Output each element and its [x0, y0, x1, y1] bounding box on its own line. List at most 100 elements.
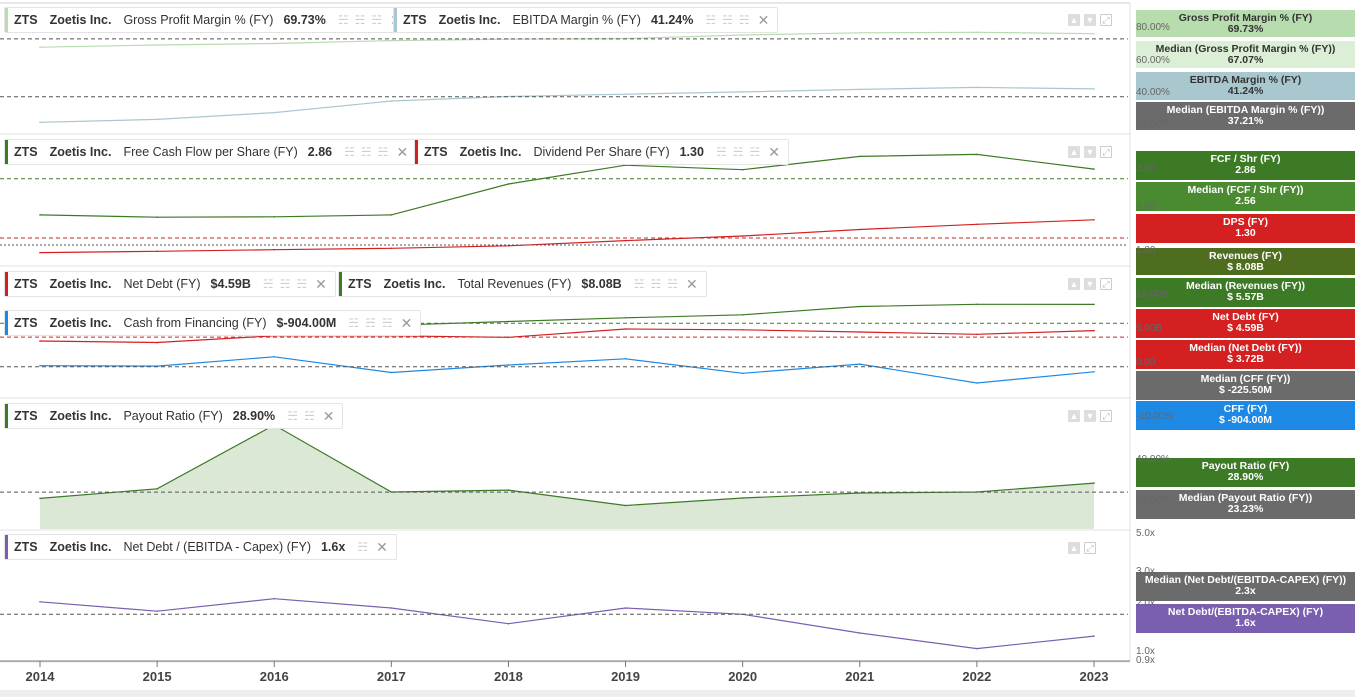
layers-icon[interactable]: ☵ — [344, 145, 355, 159]
layers-icon[interactable]: ☵ — [357, 540, 369, 554]
legend-payout[interactable]: ZTS Zoetis Inc. Payout Ratio (FY) 28.90% ☵ ☵ ✕ — [4, 403, 344, 429]
legend-nd-ebitda-capex[interactable]: ZTS Zoetis Inc. Net Debt / (EBITDA - Capex… — [4, 534, 397, 560]
layers-icon[interactable]: ☵ — [749, 145, 761, 159]
close-icon[interactable]: ✕ — [685, 275, 698, 292]
legend-cff[interactable]: ZTS Zoetis Inc. Cash from Financing (FY) $-… — [4, 310, 422, 336]
panel-controls: ▲ ▼ ⤢ — [1068, 146, 1112, 158]
metric-label: Total Revenues (FY) — [457, 277, 572, 291]
layers-icon[interactable]: ☵ — [354, 13, 366, 27]
expand-icon[interactable]: ⤢ — [1084, 542, 1096, 554]
expand-icon[interactable]: ⤢ — [1100, 146, 1112, 158]
expand-icon[interactable]: ⤢ — [1100, 410, 1112, 422]
series-color-swatch — [5, 404, 8, 428]
legend-dps[interactable]: ZTS Zoetis Inc. Dividend Per Share (FY) 1.3… — [414, 139, 789, 165]
value-tag: Median (Gross Profit Margin % (FY)) 67.07… — [1136, 41, 1355, 68]
close-icon[interactable]: ✕ — [400, 314, 413, 331]
legend-fcf-share[interactable]: ZTS Zoetis Inc. Free Cash Flow per Share (… — [4, 139, 418, 165]
layers-icon[interactable]: ☵ — [722, 13, 733, 27]
expand-icon[interactable]: ⤢ — [1100, 278, 1112, 290]
metric-label: Free Cash Flow per Share (FY) — [123, 145, 298, 159]
data-point — [741, 235, 744, 237]
arrow-up-icon[interactable]: ▲ — [1068, 278, 1080, 290]
data-point — [624, 504, 627, 507]
value-tag-value: 69.73% — [1227, 23, 1264, 35]
y-tick-label: 0.00 — [1136, 357, 1156, 368]
data-point — [39, 340, 41, 342]
series-line-margins-1 — [39, 86, 1095, 123]
data-point — [507, 489, 510, 491]
series-color-swatch — [5, 272, 8, 296]
metric-value: 41.24% — [650, 13, 694, 27]
layers-icon[interactable]: ☵ — [377, 145, 389, 159]
layers-icon[interactable]: ☵ — [738, 13, 750, 27]
arrow-down-icon[interactable]: ▼ — [1084, 278, 1096, 290]
data-point — [859, 363, 861, 365]
close-icon[interactable]: ✕ — [322, 407, 335, 424]
layers-icon[interactable]: ☵ — [381, 316, 393, 330]
data-point — [741, 329, 744, 331]
layers-icon[interactable]: ☵ — [279, 277, 291, 291]
data-point — [976, 153, 978, 156]
metric-value: 69.73% — [283, 13, 326, 27]
value-tag-value: $ -904.00M — [1218, 414, 1273, 426]
data-point — [507, 320, 510, 323]
layers-icon[interactable]: ☵ — [715, 145, 727, 159]
arrow-down-icon[interactable]: ▼ — [1084, 14, 1096, 26]
data-point — [507, 183, 510, 185]
data-point — [624, 239, 627, 242]
close-icon[interactable]: ✕ — [376, 538, 388, 555]
layers-icon[interactable]: ☵ — [705, 13, 717, 27]
y-tick-label: 20.00% — [1136, 119, 1170, 130]
data-point — [859, 88, 861, 91]
value-tag-title: Payout Ratio (FY) — [1201, 460, 1290, 472]
layers-icon[interactable]: ☵ — [337, 13, 349, 27]
layers-icon[interactable]: ☵ — [371, 13, 383, 27]
arrow-down-icon[interactable]: ▼ — [1084, 146, 1096, 158]
legend-revenues[interactable]: ZTS Zoetis Inc. Total Revenues (FY) $8.08B ☵… — [338, 271, 707, 297]
layers-icon[interactable]: ☵ — [732, 145, 744, 159]
layers-icon[interactable]: ☵ — [348, 316, 360, 330]
arrow-up-icon[interactable]: ▲ — [1068, 146, 1080, 158]
arrow-down-icon[interactable]: ▼ — [1084, 410, 1096, 422]
x-tick-label: 2022 — [962, 669, 992, 684]
arrow-up-icon[interactable]: ▲ — [1068, 14, 1080, 26]
layers-icon[interactable]: ☵ — [303, 409, 315, 423]
legend-gross-margin[interactable]: ZTS Zoetis Inc. Gross Profit Margin % (FY)… — [4, 7, 411, 33]
layers-icon[interactable]: ☵ — [360, 145, 372, 159]
layers-icon[interactable]: ☵ — [262, 277, 274, 291]
close-icon[interactable]: ✕ — [315, 275, 327, 292]
data-point — [390, 39, 393, 42]
metric-value: 1.6x — [320, 540, 346, 554]
close-icon[interactable]: ✕ — [757, 11, 770, 28]
y-tick-label: 3.0x — [1136, 566, 1155, 577]
data-point — [390, 371, 393, 374]
arrow-up-icon[interactable]: ▲ — [1068, 542, 1080, 554]
data-point — [39, 214, 41, 216]
metric-value: 2.86 — [307, 145, 333, 159]
value-tag-value: $ 8.08B — [1227, 261, 1264, 273]
y-tick-label: 1.0x — [1136, 646, 1155, 657]
data-point — [39, 364, 41, 367]
layers-icon[interactable]: ☵ — [287, 409, 298, 423]
close-icon[interactable]: ✕ — [396, 143, 409, 160]
company-label: Zoetis Inc. — [49, 145, 112, 159]
arrow-up-icon[interactable]: ▲ — [1068, 410, 1080, 422]
legend-ebitda-margin[interactable]: ZTS Zoetis Inc. EBITDA Margin % (FY) 41.24%… — [393, 7, 779, 33]
layers-icon[interactable]: ☵ — [667, 277, 678, 291]
value-tag-value: 28.90% — [1227, 471, 1264, 483]
close-icon[interactable]: ✕ — [768, 143, 780, 160]
data-point — [1093, 635, 1095, 637]
value-tag: DPS (FY) 1.30 — [1136, 214, 1355, 243]
expand-icon[interactable]: ⤢ — [1100, 14, 1112, 26]
legend-net-debt[interactable]: ZTS Zoetis Inc. Net Debt (FY) $4.59B ☵ ☵ ☵ ✕ — [4, 271, 336, 297]
bottom-scrollbar[interactable] — [0, 690, 1355, 697]
series-line-per-share-0 — [39, 153, 1095, 218]
metric-value: $8.08B — [581, 277, 622, 291]
layers-icon[interactable]: ☵ — [365, 316, 376, 330]
layers-icon[interactable]: ☵ — [633, 277, 645, 291]
layers-icon[interactable]: ☵ — [296, 277, 308, 291]
data-point — [741, 314, 744, 316]
metric-label: Gross Profit Margin % (FY) — [123, 13, 274, 27]
layers-icon[interactable]: ☵ — [650, 277, 662, 291]
value-tag-title: DPS (FY) — [1223, 216, 1268, 228]
